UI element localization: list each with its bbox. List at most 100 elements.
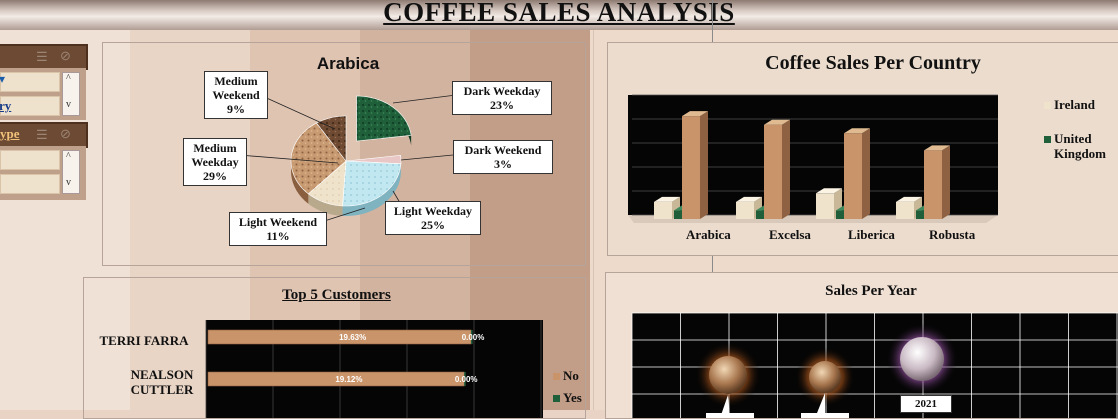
bar-ireland	[816, 193, 834, 219]
callout-value: 3%	[457, 157, 549, 171]
bar-main-side	[782, 120, 790, 219]
bubble	[809, 361, 841, 393]
slicer-item-label: ry	[0, 98, 11, 114]
customers-bar-chart: 19.63%0.00%19.12%0.00%	[84, 278, 585, 418]
pie-callout-medium-weekend: Medium Weekend 9%	[204, 71, 268, 119]
multi-select-icon[interactable]: ☰	[36, 49, 48, 65]
bar-main-side	[700, 111, 708, 219]
bar-main	[682, 116, 700, 219]
legend-label: Yes	[563, 390, 582, 405]
clear-filter-icon[interactable]: ⊘	[60, 126, 71, 142]
slicer-header-1[interactable]: ☰ ⊘	[0, 44, 88, 70]
scroll-up-icon[interactable]: ^	[66, 151, 71, 162]
category-label: Robusta	[929, 227, 975, 243]
callout-value: 23%	[456, 98, 548, 112]
customer-name: NEALSON	[112, 367, 212, 382]
customer-name: TERRI FARRA	[94, 333, 194, 348]
clear-filter-icon[interactable]: ⊘	[60, 48, 71, 64]
customer-label: NEALSON CUTTLER	[112, 367, 212, 397]
callout-line: Weekend	[208, 88, 264, 102]
legend-swatch-no	[553, 373, 560, 380]
pie-callout-dark-weekend: Dark Weekend 3%	[453, 140, 553, 174]
category-label: Arabica	[686, 227, 731, 243]
leader-line	[401, 155, 453, 160]
pie-callout-light-weekend: Light Weekend 11%	[229, 212, 327, 246]
bar-label: 19.63%	[339, 333, 366, 342]
pie-callout-dark-weekday: Dark Weekday 23%	[452, 81, 552, 115]
pie-slice	[343, 161, 401, 206]
bar-main-side	[862, 128, 870, 219]
slicer-scrollbar[interactable]: ^ v	[62, 150, 80, 194]
category-label: Liberica	[848, 227, 895, 243]
pie-callout-medium-weekday: Medium Weekday 29%	[183, 138, 247, 186]
country-sales-panel[interactable]: Coffee Sales Per Country Ireland United …	[607, 42, 1118, 256]
legend-label: United	[1054, 131, 1092, 146]
page-title: COFFEE SALES ANALYSIS	[0, 0, 1118, 28]
category-label: Excelsa	[769, 227, 811, 243]
slicer-item[interactable]: ry	[0, 96, 60, 116]
slicer-body-1: ▾ ry ^ v	[0, 68, 86, 120]
pie-callout-light-weekday: Light Weekday 25%	[385, 201, 481, 235]
legend-ireland: Ireland	[1044, 97, 1095, 113]
customer-label: TERRI FARRA	[94, 333, 194, 348]
arabica-pie-panel[interactable]: Arabica	[102, 42, 586, 266]
country-bar-chart	[608, 43, 1118, 255]
slicer-item[interactable]	[0, 174, 60, 194]
customer-name: CUTTLER	[112, 382, 212, 397]
pie-slice	[357, 96, 412, 141]
bubble	[709, 356, 747, 394]
legend-swatch-ireland	[1044, 102, 1051, 109]
top-customers-panel[interactable]: Top 5 Customers 19.63%0.00%19.12%0.00% T…	[83, 277, 586, 419]
scroll-up-icon[interactable]: ^	[66, 73, 71, 84]
bubble	[900, 337, 944, 381]
legend-united-kingdom: United Kingdom	[1044, 131, 1106, 161]
slicer-header-label: ype	[0, 126, 20, 142]
bar-main	[844, 133, 862, 219]
slicer-header-2[interactable]: ype ☰ ⊘	[0, 122, 88, 148]
legend-label: No	[563, 368, 579, 383]
scroll-down-icon[interactable]: v	[66, 99, 71, 110]
bar-main	[924, 150, 942, 219]
legend-label: Ireland	[1054, 97, 1095, 112]
legend-yes: Yes	[553, 390, 582, 406]
callout-line: Medium	[208, 74, 264, 88]
sales-per-year-panel[interactable]: Sales Per Year	[605, 272, 1118, 419]
callout-line: Dark Weekday	[456, 84, 548, 98]
bar-main-side	[942, 145, 950, 219]
legend-no: No	[553, 368, 579, 384]
divider-line	[593, 30, 594, 410]
bar-label: 0.00%	[455, 375, 478, 384]
leader-line	[260, 95, 335, 129]
year-bubble-chart	[606, 273, 1118, 418]
bar-ireland	[896, 202, 914, 219]
legend-label: Kingdom	[1044, 146, 1106, 161]
callout-line: Light Weekday	[389, 204, 477, 218]
slicer-item-marker: ▾	[0, 72, 5, 87]
bubble-label-box	[706, 413, 754, 418]
legend-swatch-uk	[1044, 136, 1051, 143]
bar-ireland	[654, 202, 672, 219]
title-bar: COFFEE SALES ANALYSIS	[0, 0, 1118, 30]
multi-select-icon[interactable]: ☰	[36, 127, 48, 143]
callout-line: Weekday	[187, 155, 243, 169]
callout-line: Medium	[187, 141, 243, 155]
bubble-label-box	[801, 413, 849, 418]
slicer-item[interactable]	[0, 150, 60, 170]
slicer-body-2: ^ v	[0, 146, 86, 200]
callout-value: 11%	[233, 229, 323, 243]
bar-main	[764, 125, 782, 219]
leader-line	[393, 95, 456, 103]
bubble-label: 2021	[900, 395, 952, 413]
bar-label: 0.00%	[462, 333, 485, 342]
callout-value: 9%	[208, 102, 264, 116]
legend-swatch-yes	[553, 395, 560, 402]
slicer-item[interactable]: ▾	[0, 72, 60, 92]
scroll-down-icon[interactable]: v	[66, 177, 71, 188]
bar-ireland	[736, 202, 754, 219]
callout-value: 29%	[187, 169, 243, 183]
bubble-label-text: 2021	[915, 398, 937, 410]
callout-line: Dark Weekend	[457, 143, 549, 157]
callout-line: Light Weekend	[233, 215, 323, 229]
slicer-scrollbar[interactable]: ^ v	[62, 72, 80, 116]
callout-value: 25%	[389, 218, 477, 232]
